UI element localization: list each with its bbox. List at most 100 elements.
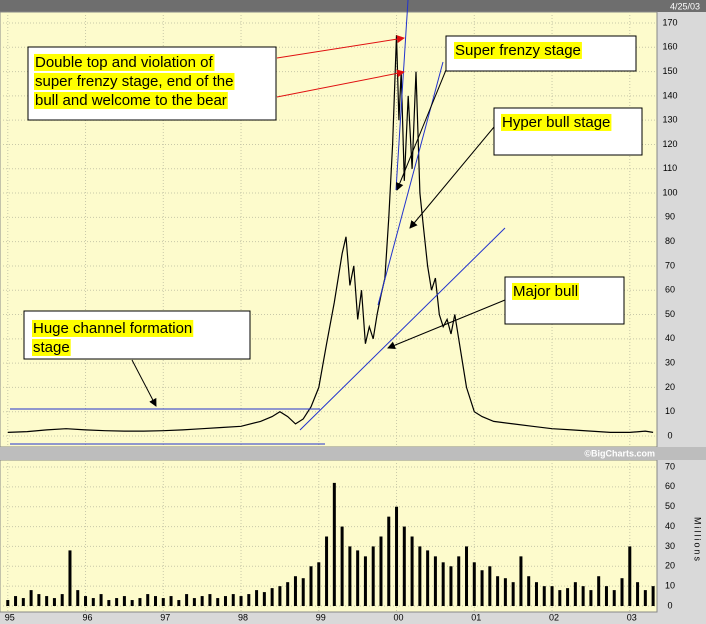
volume-bar xyxy=(496,576,500,606)
text-highlight xyxy=(501,113,612,131)
x-tick-label: 98 xyxy=(238,612,248,622)
volume-bar xyxy=(612,590,616,606)
volume-bar xyxy=(558,590,562,606)
y-tick-label: 20 xyxy=(665,561,675,571)
volume-bar xyxy=(581,586,585,606)
text-highlight xyxy=(34,53,215,71)
volume-bar xyxy=(239,596,243,606)
y-tick-label: 70 xyxy=(665,461,675,471)
y-tick-label: 10 xyxy=(665,581,675,591)
volume-bar xyxy=(255,590,259,606)
volume-bar xyxy=(379,536,383,606)
volume-bar xyxy=(29,590,33,606)
volume-bar xyxy=(309,566,313,606)
text-highlight xyxy=(34,72,235,90)
volume-bar xyxy=(21,598,25,606)
volume-bar xyxy=(636,582,640,606)
text-highlight xyxy=(34,91,228,109)
annotation-text: bull and welcome to the bear xyxy=(35,92,227,109)
arrows xyxy=(131,35,506,407)
volume-bar xyxy=(262,592,266,606)
y-tick-label: 170 xyxy=(662,17,677,27)
y-tick-label: 110 xyxy=(663,163,677,173)
volume-bar xyxy=(130,600,134,606)
volume-bar xyxy=(418,546,422,606)
volume-bar xyxy=(519,556,523,606)
text-highlight xyxy=(32,319,194,337)
volume-bar xyxy=(231,594,235,606)
volume-bar xyxy=(6,600,10,606)
volume-bar xyxy=(542,586,546,606)
volume-bar xyxy=(146,594,150,606)
volume-bar xyxy=(589,590,593,606)
volume-bar xyxy=(177,600,181,606)
volume-bar xyxy=(620,578,624,606)
x-tick-label: 00 xyxy=(394,612,404,622)
y-tick-label: 20 xyxy=(665,382,675,392)
x-tick-label: 99 xyxy=(316,612,326,622)
credit-bar xyxy=(0,447,706,460)
trend-lines xyxy=(10,0,506,445)
y-tick-label: 30 xyxy=(665,541,675,551)
volume-bar xyxy=(14,596,18,606)
volume-bar xyxy=(387,516,391,606)
y-tick-label: 50 xyxy=(665,309,675,319)
y-tick-label: 40 xyxy=(665,333,675,343)
volume-bar xyxy=(340,526,344,606)
annotation-text: Double top and violation of xyxy=(35,54,213,71)
volume-bar xyxy=(200,596,204,606)
volume-bar xyxy=(247,594,251,606)
volume-bar xyxy=(138,598,142,606)
x-tick-label: 01 xyxy=(471,612,481,622)
volume-bar xyxy=(363,556,367,606)
volume-bar xyxy=(465,546,469,606)
x-tick-label: 95 xyxy=(5,612,15,622)
y-tick-label: 80 xyxy=(665,236,675,246)
volume-bar xyxy=(503,578,507,606)
trend-line xyxy=(395,0,409,191)
volume-bar xyxy=(449,566,453,606)
volume-bar xyxy=(643,590,647,606)
y-tick-label: 150 xyxy=(662,66,677,76)
arrow xyxy=(276,35,405,59)
annotation-text: Hyper bull stage xyxy=(502,114,610,131)
y-tick-label: 0 xyxy=(667,600,672,610)
x-tick-label: 96 xyxy=(83,612,93,622)
volume-bar xyxy=(52,598,56,606)
y-tick-label: 30 xyxy=(665,357,675,367)
price-line xyxy=(7,35,654,433)
header-bar xyxy=(0,0,706,12)
volume-bar xyxy=(325,536,329,606)
volume-bar xyxy=(332,482,336,606)
volume-bar xyxy=(154,596,158,606)
volume-bar xyxy=(76,590,80,606)
y-tick-label: 70 xyxy=(665,260,675,270)
text-highlight xyxy=(454,41,582,59)
volume-bar xyxy=(651,586,655,606)
volume-bar xyxy=(348,546,352,606)
y-tick-label: 120 xyxy=(662,139,677,149)
credit: ©BigCharts.com xyxy=(584,448,655,458)
x-tick-label: 02 xyxy=(549,612,559,622)
annotation-text: Super frenzy stage xyxy=(455,42,581,59)
volume-bar xyxy=(60,594,64,606)
volume-bar xyxy=(457,556,461,606)
y-tick-label: 50 xyxy=(665,501,675,511)
volume-bar xyxy=(107,600,111,606)
trend-line xyxy=(377,61,444,306)
y-tick-label: 60 xyxy=(665,285,675,295)
y-tick-label: 140 xyxy=(662,90,677,100)
volume-bar xyxy=(270,588,274,606)
volume-bar xyxy=(208,594,212,606)
annotations: Double top and violation of super frenzy … xyxy=(23,35,643,360)
volume-bar xyxy=(566,588,570,606)
y-tick-label: 60 xyxy=(665,481,675,491)
text-highlight xyxy=(32,338,71,356)
volume-bar xyxy=(45,596,49,606)
y-tick-label: 100 xyxy=(662,187,677,197)
volume-bar xyxy=(441,562,445,606)
volume-bar xyxy=(628,546,632,606)
volume-bar xyxy=(286,582,290,606)
text-highlight xyxy=(512,282,580,300)
